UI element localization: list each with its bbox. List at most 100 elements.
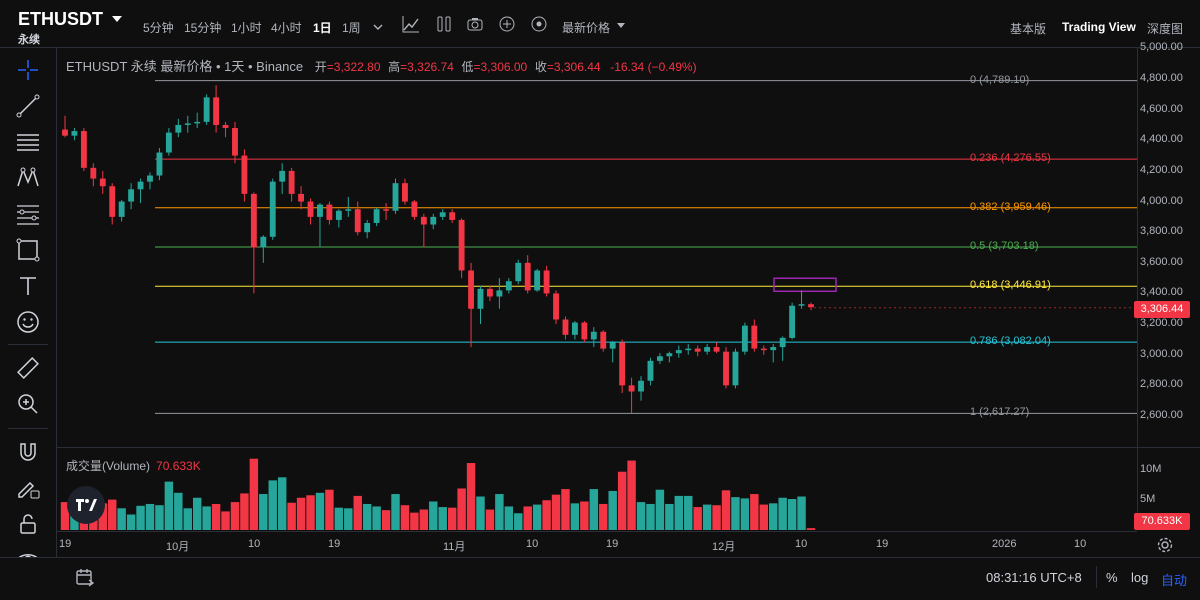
symbol-dropdown-icon[interactable] [112, 16, 122, 22]
settings-gear-icon[interactable] [1156, 536, 1174, 554]
text-tool-icon[interactable] [14, 272, 42, 300]
volume-value-tag: 70.633K [1134, 513, 1190, 530]
log-toggle[interactable]: log [1131, 570, 1149, 585]
timeframe-15m[interactable]: 15分钟 [184, 21, 222, 35]
pattern-icon[interactable] [14, 164, 42, 192]
pencil-lock-icon[interactable] [14, 474, 42, 502]
volume-bar [325, 489, 334, 530]
crosshair-icon[interactable] [14, 56, 42, 84]
emoji-icon[interactable] [14, 308, 42, 336]
volume-bar [495, 494, 504, 530]
view-basic[interactable]: 基本版 [1010, 22, 1047, 36]
volume-bar [400, 505, 410, 530]
high-label: 高 [388, 60, 401, 74]
timeframe-1w[interactable]: 1周 [342, 21, 361, 35]
candle-body [411, 201, 418, 217]
volume-bar [514, 513, 523, 530]
candle-body [628, 385, 635, 392]
volume-bar [221, 511, 230, 530]
candle-body [694, 348, 701, 352]
price-type-dropdown-icon[interactable] [617, 23, 625, 28]
candle-body [534, 270, 541, 291]
lock-icon[interactable] [14, 510, 42, 538]
more-timeframes-icon[interactable] [368, 15, 388, 35]
fib-level-label: 0.786 (3,082.04) [970, 335, 1051, 348]
volume-bar [504, 506, 514, 530]
add-icon[interactable] [497, 15, 517, 35]
price-axis-tick: 3,200.00 [1140, 317, 1183, 330]
view-depth[interactable]: 深度图 [1147, 22, 1184, 36]
alert-icon[interactable] [529, 15, 549, 35]
candle-body [165, 132, 172, 153]
volume-bar [230, 502, 240, 530]
volume-bar [296, 497, 306, 530]
timeframe-1d[interactable]: 1日 [313, 21, 332, 35]
timeframe-5m[interactable]: 5分钟 [143, 21, 174, 35]
pane-separator[interactable] [57, 447, 1200, 448]
auto-toggle[interactable]: 自动 [1161, 573, 1188, 588]
footer-divider [1096, 566, 1097, 588]
candle-body [90, 167, 97, 179]
view-tradingview[interactable]: Trading View [1062, 20, 1136, 34]
volume-bar [277, 477, 287, 530]
candle-body [713, 347, 720, 352]
candle-body [402, 183, 408, 202]
time-axis-tick: 19 [328, 538, 341, 550]
candle-body [600, 331, 607, 349]
percent-toggle[interactable]: % [1106, 570, 1118, 585]
date-range-icon[interactable] [74, 566, 96, 588]
timeframe-4h[interactable]: 4小时 [271, 21, 302, 35]
volume-bar [702, 504, 712, 530]
volume-bar [60, 502, 70, 530]
volume-bar [447, 507, 457, 530]
volume-bar [136, 505, 145, 530]
volume-bar [334, 507, 344, 530]
candle-body [562, 319, 569, 335]
candle-body [71, 131, 78, 136]
volume-bar [126, 514, 136, 530]
price-axis[interactable] [1137, 48, 1200, 530]
candle-body [194, 121, 201, 124]
zoom-icon[interactable] [14, 390, 42, 418]
candle-body [505, 281, 512, 291]
screenshot-icon[interactable] [465, 15, 485, 35]
candle-body [751, 325, 758, 349]
trendline-icon[interactable] [14, 92, 42, 120]
low-label: 低 [461, 60, 474, 74]
tradingview-logo[interactable] [67, 486, 105, 524]
price-axis-tick: 4,800.00 [1140, 72, 1183, 84]
rectangle-icon[interactable] [14, 236, 42, 264]
templates-icon[interactable] [434, 15, 454, 35]
fib-level-label: 1 (2,617.27) [970, 406, 1030, 419]
fib-tool-icon[interactable] [14, 200, 42, 228]
indicators-icon[interactable] [401, 15, 421, 35]
candle-body [250, 193, 257, 248]
ruler-icon[interactable] [14, 354, 42, 382]
volume-bar [712, 505, 721, 530]
price-axis-tick: 3,000.00 [1140, 347, 1183, 360]
candle-body [439, 212, 446, 217]
magnet-icon[interactable] [14, 438, 42, 466]
clock[interactable]: 08:31:16 UTC+8 [986, 570, 1082, 585]
symbol-name[interactable]: ETHUSDT [18, 9, 103, 29]
price-type-selector[interactable]: 最新价格 [562, 21, 611, 35]
time-axis[interactable] [57, 531, 1137, 557]
volume-bar [155, 505, 164, 530]
candle-body [364, 222, 371, 233]
candle-body [732, 351, 739, 386]
candle-body [307, 201, 314, 217]
horizontal-lines-icon[interactable] [14, 128, 42, 156]
volume-bar [98, 503, 107, 530]
volume-bar [164, 481, 174, 530]
volume-bar [542, 500, 551, 530]
candle-body [62, 129, 68, 136]
change-value: -16.34 (−0.49%) [610, 60, 697, 74]
volume-bar [797, 496, 806, 530]
volume-label: 成交量(Volume) [66, 459, 151, 473]
time-axis-tick: 10 [248, 538, 261, 550]
timeframe-1h[interactable]: 1小时 [231, 21, 262, 35]
time-axis-tick: 10 [526, 538, 539, 550]
legend-title: ETHUSDT 永续 最新价格 • 1天 • Binance [66, 59, 304, 74]
candle-body [760, 348, 767, 351]
candle-body [609, 342, 616, 349]
